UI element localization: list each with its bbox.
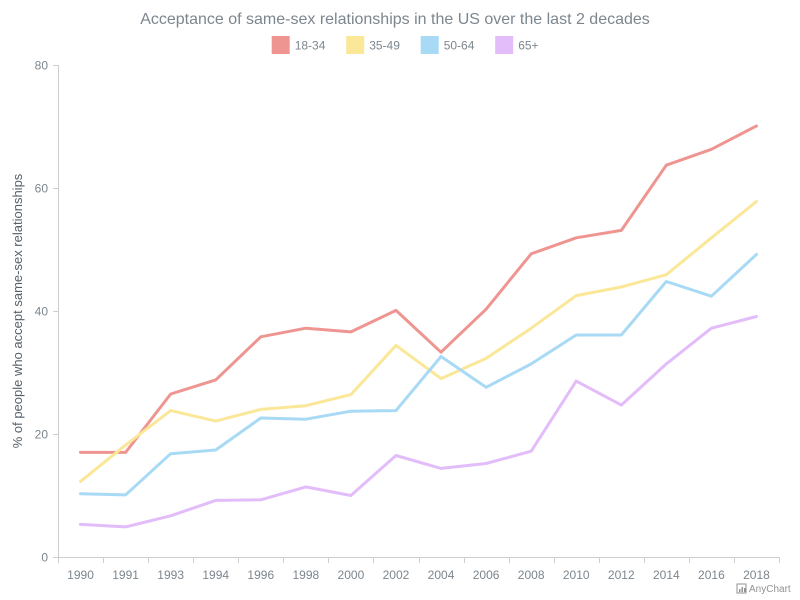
y-tick-label: 20 (35, 428, 49, 442)
x-tick-label: 2014 (653, 568, 680, 582)
legend-swatch (346, 36, 365, 54)
credits-label: AnyChart (749, 584, 791, 595)
x-tick-label: 2018 (743, 568, 770, 582)
legend-item-18-34[interactable]: 18-34 (271, 36, 326, 54)
x-tick-label: 2016 (698, 568, 725, 582)
x-tick-label: 2006 (473, 568, 500, 582)
y-tick-label: 60 (35, 182, 49, 196)
x-tick-label: 1993 (157, 568, 184, 582)
y-tick-label: 80 (35, 59, 49, 73)
x-tick-label: 1996 (247, 568, 274, 582)
credits[interactable]: AnyChart (736, 583, 791, 595)
y-axis: 0 20 40 60 80 (35, 59, 59, 565)
x-axis: 1990 1991 1993 1994 1996 1998 2000 2002 2004 2006… (58, 557, 780, 582)
x-tick-label: 2004 (428, 568, 455, 582)
legend-item-35-49[interactable]: 35-49 (346, 36, 400, 54)
series-line-18-34[interactable] (79, 124, 758, 454)
x-tick-label: 2002 (383, 568, 410, 582)
legend-label: 35-49 (369, 39, 400, 53)
series-line-50-64[interactable] (79, 252, 758, 497)
x-tick-label: 1990 (67, 568, 94, 582)
x-tick-label: 2008 (518, 568, 545, 582)
legend[interactable]: 18-34 35-49 50-64 65+ (271, 36, 539, 54)
legend-label: 65+ (518, 39, 538, 53)
legend-label: 18-34 (295, 39, 326, 53)
series-lines (79, 124, 758, 529)
y-tick-label: 0 (41, 551, 48, 565)
legend-item-50-64[interactable]: 50-64 (420, 36, 475, 54)
y-axis-title: % of people who accept same-sex relation… (10, 173, 25, 448)
x-tick-label: 2000 (338, 568, 365, 582)
x-tick-label: 2012 (608, 568, 635, 582)
x-tick-label: 1998 (292, 568, 319, 582)
legend-swatch (271, 36, 290, 54)
x-tick-label: 2010 (563, 568, 590, 582)
legend-swatch (495, 36, 514, 54)
series-line-65+[interactable] (79, 315, 758, 529)
legend-label: 50-64 (444, 39, 475, 53)
legend-swatch (420, 36, 439, 54)
series-line-35-49[interactable] (79, 200, 758, 483)
x-tick-label: 1991 (112, 568, 139, 582)
y-tick-label: 40 (35, 305, 49, 319)
chart-title: Acceptance of same-sex relationships in … (140, 11, 650, 28)
anychart-logo-icon (736, 583, 747, 594)
legend-item-65+[interactable]: 65+ (495, 36, 539, 54)
x-tick-label: 1994 (202, 568, 229, 582)
